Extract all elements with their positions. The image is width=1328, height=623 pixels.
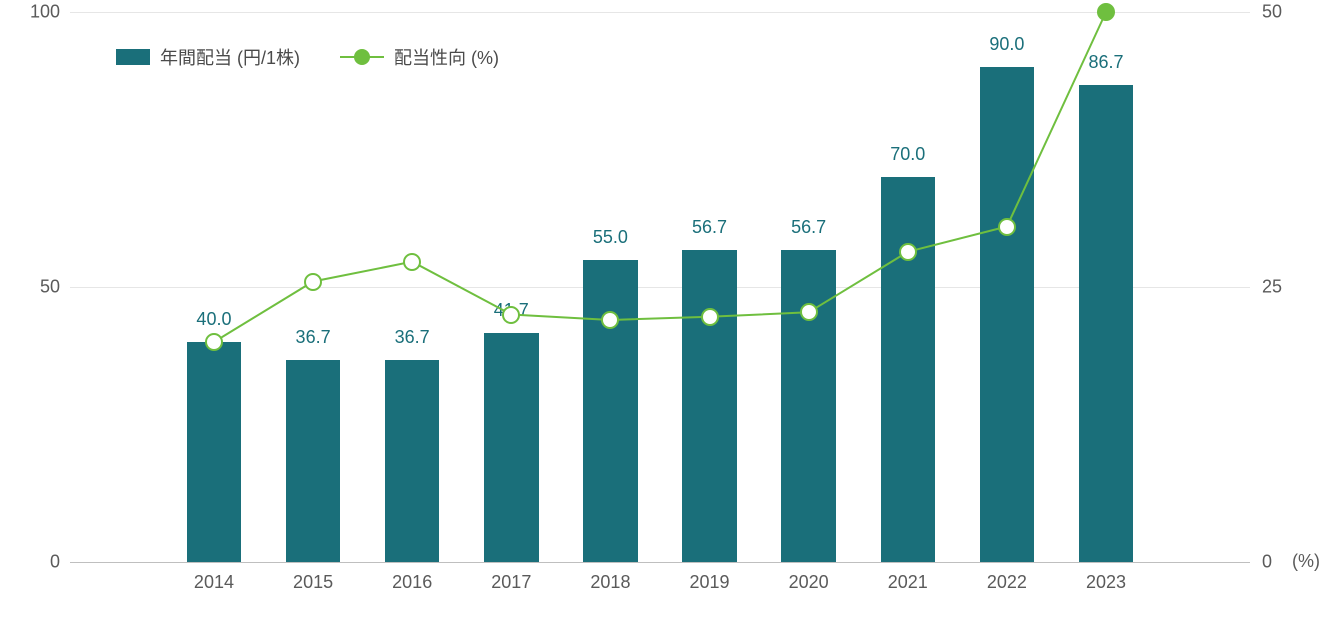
legend-item-bars: 年間配当 (円/1株) [116, 44, 300, 70]
legend-line-label: 配当性向 (%) [394, 44, 499, 70]
line-marker [800, 303, 818, 321]
grid-line [70, 12, 1250, 13]
bar-value-label: 70.0 [890, 144, 925, 165]
axis-x-tick-label: 2017 [491, 572, 531, 593]
legend-bar-swatch [116, 49, 150, 65]
line-marker [403, 253, 421, 271]
bar-value-label: 36.7 [296, 327, 331, 348]
line-marker [701, 308, 719, 326]
line-marker [304, 273, 322, 291]
axis-x-tick-label: 2020 [789, 572, 829, 593]
axis-right-tick-label: 0 [1262, 552, 1272, 573]
line-marker [601, 311, 619, 329]
grid-line [70, 287, 1250, 288]
bar-value-label: 56.7 [692, 217, 727, 238]
axis-x-tick-label: 2023 [1086, 572, 1126, 593]
legend-line-swatch [340, 49, 384, 65]
legend-item-line: 配当性向 (%) [340, 44, 499, 70]
bar [781, 250, 836, 562]
line-marker [502, 306, 520, 324]
axis-x-tick-label: 2015 [293, 572, 333, 593]
dividend-chart: 40.036.736.741.755.056.756.770.090.086.7… [0, 0, 1328, 623]
axis-x-tick-label: 2019 [690, 572, 730, 593]
bar-value-label: 36.7 [395, 327, 430, 348]
bar [484, 333, 539, 562]
axis-right-unit: (%) [1292, 551, 1320, 572]
bar-value-label: 90.0 [989, 34, 1024, 55]
bar-value-label: 86.7 [1089, 52, 1124, 73]
axis-left-tick-label: 0 [20, 552, 60, 573]
axis-x-tick-label: 2014 [194, 572, 234, 593]
bar-value-label: 55.0 [593, 227, 628, 248]
axis-x-tick-label: 2021 [888, 572, 928, 593]
legend-bar-label: 年間配当 (円/1株) [160, 44, 300, 70]
line-marker [998, 218, 1016, 236]
bar-value-label: 40.0 [196, 309, 231, 330]
bar [583, 260, 638, 563]
axis-left-tick-label: 100 [20, 2, 60, 23]
bar-value-label: 56.7 [791, 217, 826, 238]
grid-line [70, 562, 1250, 563]
bar [385, 360, 440, 562]
axis-right-tick-label: 25 [1262, 277, 1282, 298]
bar [980, 67, 1035, 562]
line-marker [899, 243, 917, 261]
line-marker [1097, 3, 1115, 21]
axis-x-tick-label: 2016 [392, 572, 432, 593]
bar [286, 360, 341, 562]
axis-x-tick-label: 2018 [590, 572, 630, 593]
legend: 年間配当 (円/1株) 配当性向 (%) [116, 44, 499, 70]
bar [1079, 85, 1134, 562]
axis-left-tick-label: 50 [20, 277, 60, 298]
bar [682, 250, 737, 562]
axis-right-tick-label: 50 [1262, 2, 1282, 23]
axis-x-tick-label: 2022 [987, 572, 1027, 593]
bar [881, 177, 936, 562]
plot-area: 40.036.736.741.755.056.756.770.090.086.7 [70, 12, 1250, 562]
bar [187, 342, 242, 562]
line-marker [205, 333, 223, 351]
